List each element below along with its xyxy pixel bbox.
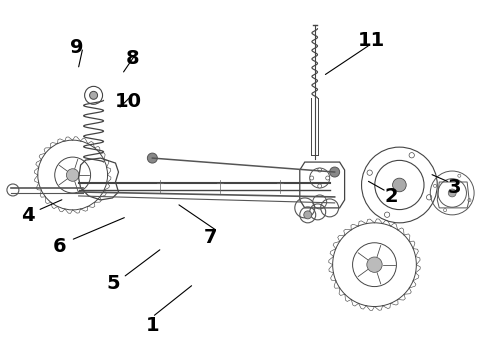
Circle shape [66,169,79,181]
Text: 11: 11 [358,31,386,50]
Circle shape [147,153,157,163]
Circle shape [90,91,98,99]
Circle shape [304,211,312,219]
Text: 4: 4 [21,206,35,225]
Text: 7: 7 [204,228,218,247]
Circle shape [448,189,456,197]
Text: 10: 10 [114,91,141,111]
Text: 6: 6 [53,237,66,256]
Text: 5: 5 [106,274,120,293]
Circle shape [367,257,382,273]
Text: 3: 3 [448,178,462,197]
Circle shape [330,167,340,177]
Circle shape [318,184,322,188]
Circle shape [318,168,322,172]
Text: 9: 9 [70,38,83,57]
Text: 1: 1 [146,316,159,335]
Circle shape [310,176,314,180]
Circle shape [392,178,406,192]
Circle shape [326,176,330,180]
Text: 2: 2 [385,186,398,206]
Text: 8: 8 [126,49,140,68]
